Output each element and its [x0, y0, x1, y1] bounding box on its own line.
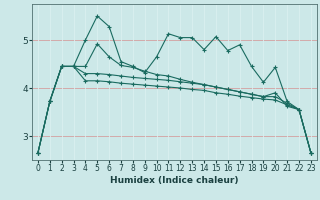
X-axis label: Humidex (Indice chaleur): Humidex (Indice chaleur): [110, 176, 239, 185]
